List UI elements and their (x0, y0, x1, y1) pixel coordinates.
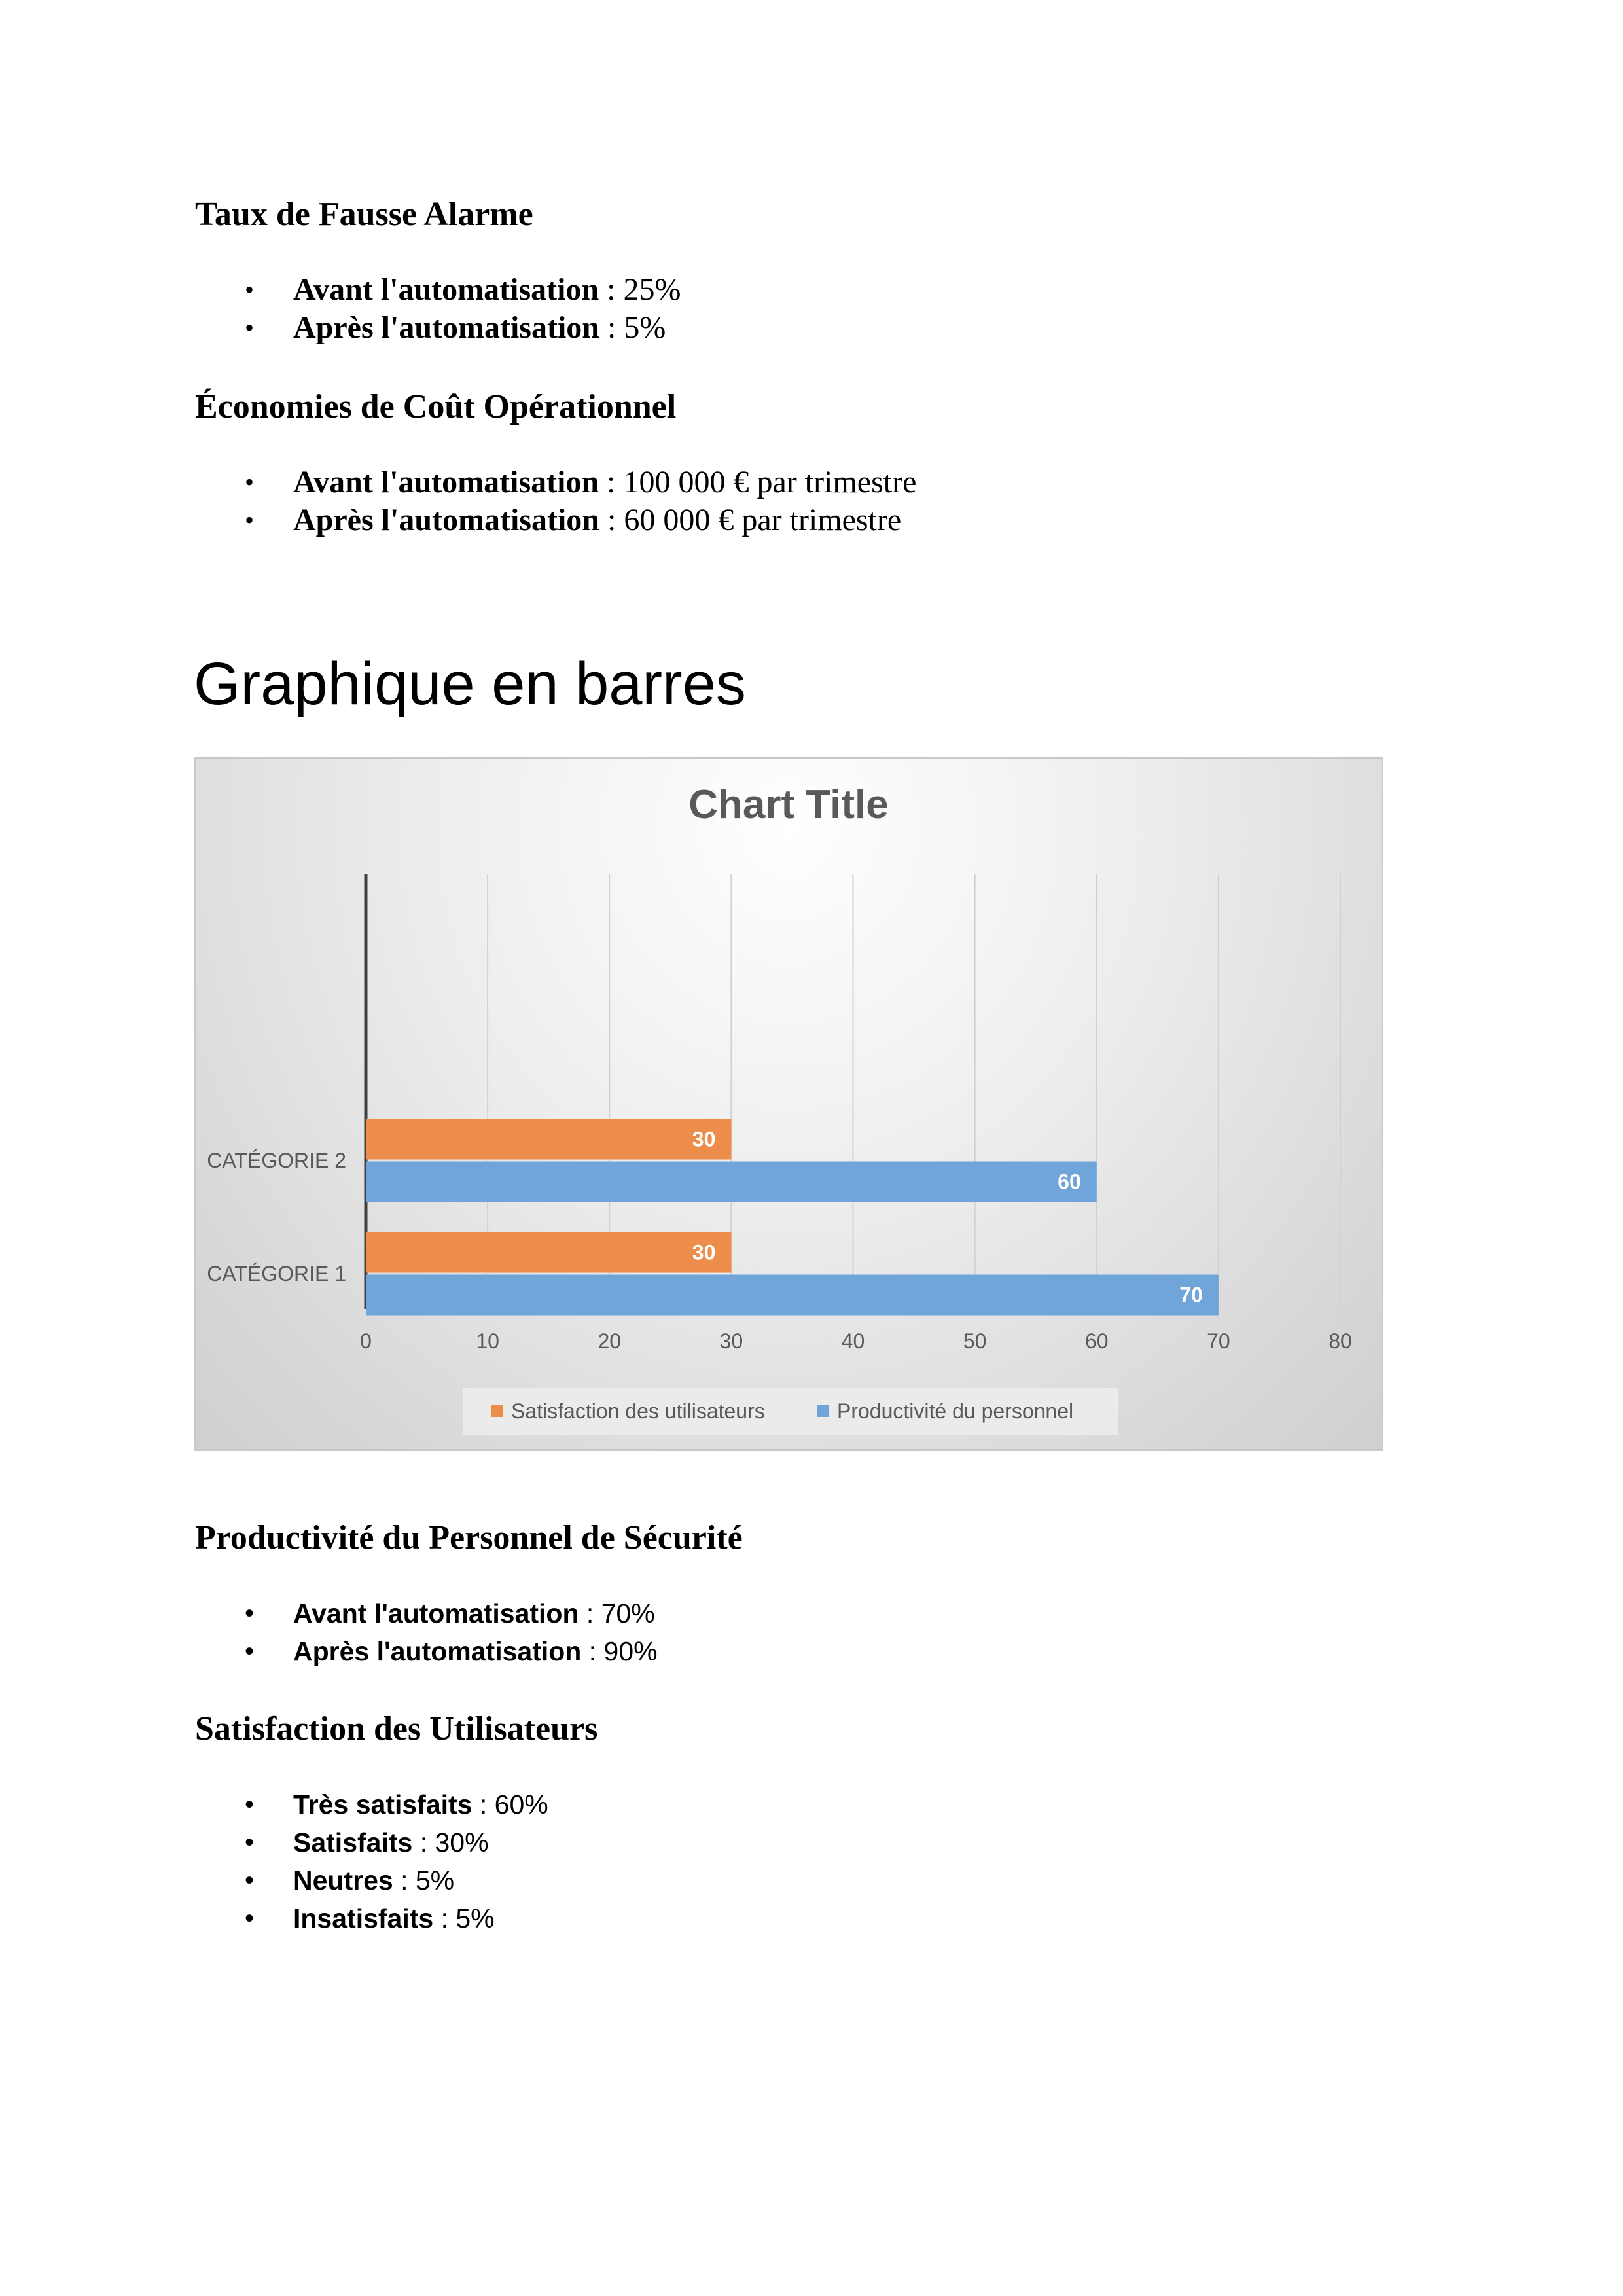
x-tick-label: 40 (842, 1329, 865, 1353)
legend-label: Satisfaction des utilisateurs (511, 1399, 765, 1423)
list-item: • Après l'automatisation : 60 000 € par t… (195, 501, 916, 539)
data-label: 60 (1058, 1170, 1081, 1194)
section-title-productivite: Productivité du Personnel de Sécurité (195, 1519, 743, 1556)
x-tick-label: 30 (720, 1329, 743, 1353)
list-item: • Neutres : 5% (195, 1861, 548, 1899)
x-tick-label: 0 (360, 1329, 372, 1353)
bar (366, 1274, 1219, 1316)
bullet-icon: • (245, 1599, 255, 1628)
bullet-icon: • (245, 1828, 255, 1857)
bar-chart: Chart Title 0 10 20 30 40 50 60 70 80 CATÉGORIE 1 3… (194, 757, 1383, 1451)
legend-swatch (491, 1405, 503, 1417)
item-value: : 5% (393, 1865, 455, 1895)
item-value: : 25% (599, 272, 681, 307)
bar (366, 1232, 732, 1273)
section-title-fausse-alarme: Taux de Fausse Alarme (195, 196, 533, 233)
data-label: 30 (692, 1241, 716, 1265)
bullet-icon: • (245, 1790, 255, 1819)
item-value: : 70% (579, 1598, 655, 1628)
item-value: : 60% (472, 1789, 548, 1820)
category-label: CATÉGORIE 2 (207, 1149, 346, 1172)
x-tick-label: 60 (1085, 1329, 1109, 1353)
item-label: Satisfaits (293, 1827, 413, 1857)
bullet-icon: • (245, 313, 255, 342)
item-label: Avant l'automatisation (293, 465, 599, 499)
item-value: : 5% (433, 1903, 495, 1933)
list-item: • Avant l'automatisation : 100 000 € par … (195, 463, 916, 501)
item-label: Après l'automatisation (293, 310, 599, 345)
x-tick-label: 80 (1329, 1329, 1352, 1353)
bar (366, 1161, 1097, 1202)
list-item: • Avant l'automatisation : 25% (195, 271, 681, 309)
item-value: : 60 000 € par trimestre (599, 503, 902, 537)
x-tick-label: 10 (476, 1329, 499, 1353)
bullet-icon: • (245, 275, 255, 304)
bullet-icon: • (245, 1637, 255, 1666)
heading-graphique: Graphique en barres (194, 651, 746, 717)
list-item: • Satisfaits : 30% (195, 1823, 548, 1861)
list-productivite: • Avant l'automatisation : 70% • Après l'a… (195, 1594, 658, 1670)
data-label: 30 (692, 1128, 716, 1151)
item-label: Très satisfaits (293, 1789, 473, 1820)
item-label: Neutres (293, 1865, 393, 1895)
list-fausse-alarme: • Avant l'automatisation : 25% • Après l'a… (195, 271, 681, 347)
chart-svg: Chart Title 0 10 20 30 40 50 60 70 80 CATÉGORIE 1 3… (207, 782, 1352, 1435)
list-economies: • Avant l'automatisation : 100 000 € par … (195, 463, 916, 539)
category-label: CATÉGORIE 1 (207, 1262, 346, 1285)
chart-title: Chart Title (688, 782, 888, 827)
section-title-satisfaction: Satisfaction des Utilisateurs (195, 1710, 598, 1748)
x-tick-label: 20 (597, 1329, 621, 1353)
x-tick-label: 70 (1207, 1329, 1230, 1353)
bar (366, 1119, 732, 1160)
item-label: Après l'automatisation (293, 503, 599, 537)
item-label: Après l'automatisation (293, 1636, 582, 1666)
item-label: Avant l'automatisation (293, 1598, 579, 1628)
item-value: : 30% (412, 1827, 489, 1857)
legend-swatch (817, 1405, 829, 1417)
list-item: • Insatisfaits : 5% (195, 1899, 548, 1937)
legend-label: Productivité du personnel (837, 1399, 1073, 1423)
bullet-icon: • (245, 1904, 255, 1933)
legend-box (463, 1388, 1118, 1435)
section-title-economies: Économies de Coût Opérationnel (195, 388, 677, 425)
list-item: • Avant l'automatisation : 70% (195, 1594, 658, 1632)
bullet-icon: • (245, 505, 255, 535)
item-label: Insatisfaits (293, 1903, 434, 1933)
item-label: Avant l'automatisation (293, 272, 599, 307)
bullet-icon: • (245, 1866, 255, 1895)
list-item: • Après l'automatisation : 90% (195, 1632, 658, 1670)
bullet-icon: • (245, 467, 255, 497)
x-tick-label: 50 (963, 1329, 987, 1353)
data-label: 70 (1179, 1283, 1203, 1307)
item-value: : 5% (599, 310, 666, 345)
item-value: : 90% (581, 1636, 658, 1666)
list-item: • Après l'automatisation : 5% (195, 309, 681, 347)
list-satisfaction: • Très satisfaits : 60% • Satisfaits : 30%… (195, 1785, 548, 1937)
item-value: : 100 000 € par trimestre (599, 465, 917, 499)
list-item: • Très satisfaits : 60% (195, 1785, 548, 1823)
